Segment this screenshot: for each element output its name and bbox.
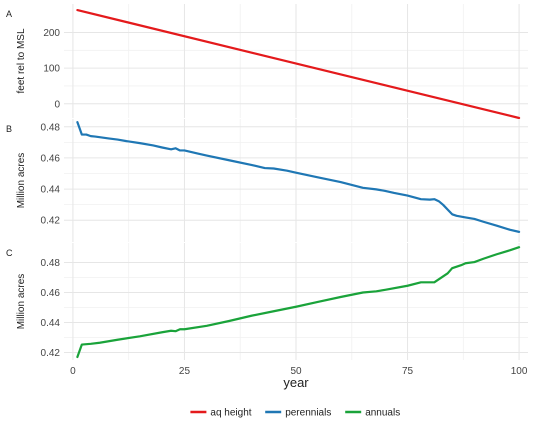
- y-tick-label: 0.44: [41, 185, 61, 196]
- y-tick-label: 0.42: [41, 348, 61, 359]
- y-axis-title: Million acres: [16, 274, 27, 330]
- x-tick-label: 25: [179, 366, 191, 377]
- x-tick-label: 50: [290, 366, 302, 377]
- x-tick-label: 75: [402, 366, 414, 377]
- panel-tag: A: [6, 9, 12, 19]
- y-tick-label: 0.42: [41, 216, 61, 227]
- x-axis-title: year: [283, 375, 309, 390]
- y-tick-label: 0.48: [41, 258, 61, 269]
- y-tick-label: 0.44: [41, 318, 61, 329]
- legend-label: annuals: [365, 408, 400, 419]
- x-tick-label: 100: [511, 366, 528, 377]
- panel-c: 0.42 0.44 0.46 0.48 C Million acres: [6, 243, 528, 360]
- panel-tag: B: [6, 124, 12, 134]
- y-tick-label: 100: [43, 64, 60, 75]
- panel-tag: C: [6, 248, 13, 258]
- y-tick-label: 0.46: [41, 153, 61, 164]
- series-line-annuals: [76, 246, 521, 359]
- legend-item-annuals: annuals: [345, 408, 400, 419]
- y-tick-label: 0: [54, 99, 60, 110]
- y-tick-label: 0.48: [41, 122, 61, 133]
- y-tick-label: 0.46: [41, 288, 61, 299]
- series-line-perennials: [76, 121, 521, 233]
- legend-label: perennials: [285, 408, 331, 419]
- y-axis-title: feet rel to MSL: [16, 28, 27, 93]
- series-line-aq-height: [76, 8, 521, 120]
- panel-b: 0.42 0.44 0.46 0.48 B Million acres: [6, 119, 528, 242]
- legend-label: aq height: [210, 408, 251, 419]
- y-axis-title: Million acres: [16, 153, 27, 209]
- y-tick-label: 200: [43, 28, 60, 39]
- legend: aq height perennials annuals: [190, 408, 400, 419]
- x-tick-label: 0: [70, 366, 76, 377]
- legend-item-aq-height: aq height: [190, 408, 252, 419]
- legend-item-perennials: perennials: [265, 408, 331, 419]
